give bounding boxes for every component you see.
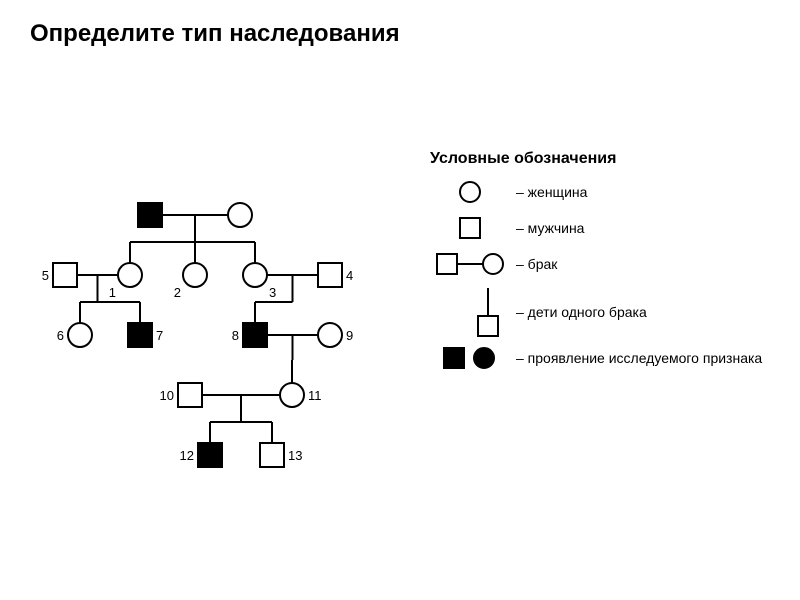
pedigree-label-n5: 5 xyxy=(42,268,49,283)
legend-label: – проявление исследуемого признака xyxy=(516,350,762,366)
pedigree-node-g1m xyxy=(138,203,162,227)
pedigree-node-g1f xyxy=(228,203,252,227)
pedigree-node-n11 xyxy=(280,383,304,407)
pedigree-node-n3 xyxy=(243,263,267,287)
pedigree-chart: 51234678910111213 xyxy=(30,180,410,480)
pedigree-label-n2: 2 xyxy=(174,285,181,300)
pedigree-label-n7: 7 xyxy=(156,328,163,343)
pedigree-label-n9: 9 xyxy=(346,328,353,343)
page-title: Определите тип наследования xyxy=(30,20,400,48)
legend-row-male: – мужчина xyxy=(430,216,770,240)
pedigree-label-n1: 1 xyxy=(109,285,116,300)
legend-label: – мужчина xyxy=(516,220,584,236)
legend-label: – брак xyxy=(516,256,557,272)
pedigree-label-n6: 6 xyxy=(57,328,64,343)
legend-row-marriage: – брак xyxy=(430,252,770,276)
legend-row-female: – женщина xyxy=(430,180,770,204)
female-icon xyxy=(430,180,510,204)
pedigree-node-n10 xyxy=(178,383,202,407)
pedigree-label-n4: 4 xyxy=(346,268,353,283)
legend: – женщина – мужчина – брак – дети одного… xyxy=(430,180,770,382)
children-icon xyxy=(430,288,510,340)
legend-title: Условные обозначения xyxy=(430,150,616,168)
pedigree-label-n3: 3 xyxy=(269,285,276,300)
pedigree-node-n6 xyxy=(68,323,92,347)
pedigree-node-n1 xyxy=(118,263,142,287)
pedigree-node-n2 xyxy=(183,263,207,287)
pedigree-label-n8: 8 xyxy=(232,328,239,343)
pedigree-node-n8 xyxy=(243,323,267,347)
pedigree-svg: 51234678910111213 xyxy=(30,180,410,480)
pedigree-node-n9 xyxy=(318,323,342,347)
pedigree-node-n12 xyxy=(198,443,222,467)
legend-row-children: – дети одного брака xyxy=(430,288,770,340)
pedigree-node-n4 xyxy=(318,263,342,287)
pedigree-label-n13: 13 xyxy=(288,448,302,463)
legend-row-affected: – проявление исследуемого признака xyxy=(430,346,770,370)
male-icon xyxy=(430,216,510,240)
pedigree-node-n13 xyxy=(260,443,284,467)
pedigree-label-n10: 10 xyxy=(160,388,174,403)
pedigree-label-n11: 11 xyxy=(308,388,322,403)
marriage-icon xyxy=(430,252,510,276)
pedigree-label-n12: 12 xyxy=(180,448,194,463)
pedigree-node-n7 xyxy=(128,323,152,347)
pedigree-node-n5 xyxy=(53,263,77,287)
legend-label: – дети одного брака xyxy=(516,288,647,320)
legend-label: – женщина xyxy=(516,184,587,200)
affected-icon xyxy=(430,346,510,370)
